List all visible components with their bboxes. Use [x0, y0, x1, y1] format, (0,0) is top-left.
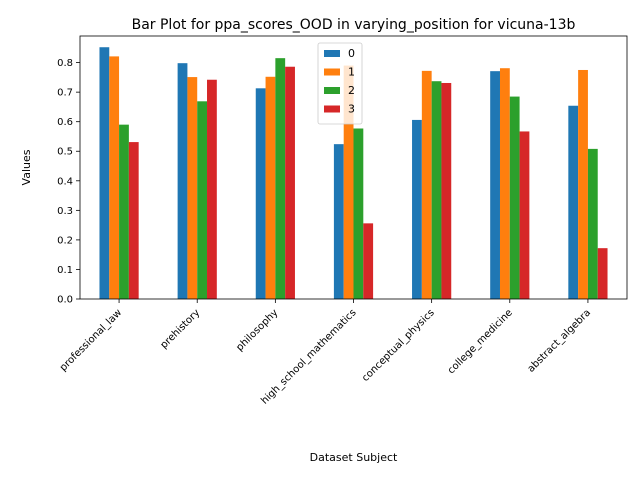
legend-swatch-1: [324, 68, 340, 76]
y-tick-label: 0.5: [57, 147, 73, 158]
bar-philosophy-series-1: [265, 76, 276, 299]
bars-layer: [99, 47, 608, 300]
x-axis-label: Dataset Subject: [310, 451, 398, 464]
legend-label-3: 3: [348, 103, 355, 116]
bar-prehistory-series-1: [187, 77, 198, 299]
legend-label-0: 0: [348, 47, 355, 60]
y-tick-label: 0.0: [57, 295, 73, 306]
legend-swatch-3: [324, 105, 340, 113]
y-axis: 0.0 0.1 0.2 0.3 0.4 0.5 0.6 0.7 0.8: [57, 58, 80, 306]
x-tick-label: conceptual_physics: [360, 307, 437, 384]
bar-conceptual_physics-series-3: [441, 82, 452, 300]
legend-label-1: 1: [348, 66, 355, 79]
x-tick-label: high_school_mathematics: [259, 307, 358, 406]
x-axis: professional_law prehistory philosophyhigh…: [58, 299, 593, 407]
bar-high_school_mathematics-series-2: [353, 128, 364, 299]
y-axis-label: Values: [20, 149, 33, 185]
x-tick-label: philosophy: [234, 307, 280, 353]
bar-prehistory-series-2: [197, 101, 208, 300]
legend-box: [317, 42, 363, 125]
bar-abstract_algebra-series-3: [597, 248, 608, 299]
bar-philosophy-series-2: [275, 58, 286, 300]
y-tick-label: 0.1: [57, 265, 73, 276]
x-tick-label: professional_law: [58, 307, 124, 373]
bar-high_school_mathematics-series-0: [333, 144, 344, 299]
y-tick-label: 0.7: [57, 88, 73, 99]
bar-college_medicine-series-0: [490, 71, 500, 300]
bar-conceptual_physics-series-1: [421, 70, 432, 299]
x-tick-label: prehistory: [159, 307, 203, 351]
bar-high_school_mathematics-series-3: [363, 223, 374, 299]
y-tick-label: 0.2: [57, 235, 73, 246]
bar-conceptual_physics-series-2: [431, 81, 442, 299]
bar-professional_law-series-3: [128, 142, 139, 299]
bar-college_medicine-series-2: [509, 96, 520, 300]
bar-philosophy-series-3: [285, 66, 295, 300]
x-tick-label: abstract_algebra: [526, 307, 593, 374]
bar-philosophy-series-0: [255, 88, 266, 299]
bar-high_school_mathematics-series-1: [343, 65, 354, 299]
bar-prehistory-series-0: [177, 63, 188, 299]
legend-swatch-0: [324, 50, 340, 57]
bar-abstract_algebra-series-1: [578, 69, 588, 299]
bar-conceptual_physics-series-0: [412, 119, 422, 299]
legend: 0 1 2 3: [317, 42, 363, 125]
bar-college_medicine-series-3: [519, 131, 530, 299]
y-tick-label: 0.3: [57, 206, 73, 217]
bar-prehistory-series-3: [207, 79, 217, 299]
legend-label-2: 2: [348, 84, 355, 97]
bar-abstract_algebra-series-0: [568, 105, 579, 300]
x-tick-label: college_medicine: [446, 307, 515, 376]
bar-abstract_algebra-series-2: [587, 148, 598, 299]
bar-college_medicine-series-1: [499, 68, 510, 299]
y-tick-label: 0.4: [57, 176, 73, 187]
legend-swatch-2: [324, 87, 340, 94]
bar-professional_law-series-0: [99, 47, 110, 299]
bar-professional_law-series-1: [109, 56, 120, 299]
bar-professional_law-series-2: [119, 124, 129, 299]
y-tick-label: 0.8: [57, 58, 73, 69]
y-tick-label: 0.6: [57, 117, 73, 128]
chart-title: Bar Plot for ppa_scores_OOD in varying_p…: [132, 17, 576, 33]
